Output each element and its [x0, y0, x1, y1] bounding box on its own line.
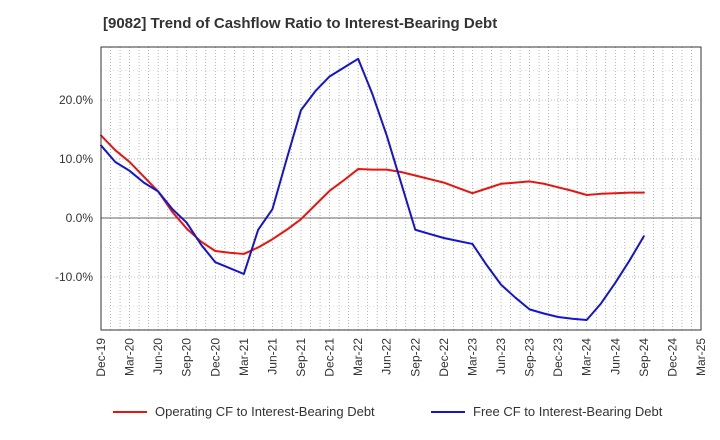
- x-tick-label: Mar-22: [351, 338, 365, 376]
- x-tick-label: Mar-24: [580, 338, 594, 376]
- y-tick-label: 10.0%: [59, 152, 93, 166]
- x-tick-label: Mar-21: [237, 338, 251, 376]
- legend-label-free-cf: Free CF to Interest-Bearing Debt: [473, 404, 663, 419]
- series-line-operating-cf: [100, 134, 645, 255]
- x-tick-label: Sep-24: [637, 338, 651, 377]
- x-tick-label: Dec-19: [94, 338, 108, 377]
- y-tick-label: -10.0%: [55, 270, 93, 284]
- x-tick-label: Jun-22: [380, 338, 394, 375]
- x-tick-label: Dec-21: [323, 338, 337, 377]
- x-tick-label: Sep-23: [523, 338, 537, 377]
- x-tick-label: Mar-25: [694, 338, 708, 376]
- series-layer: [100, 57, 645, 321]
- chart-title: [9082] Trend of Cashflow Ratio to Intere…: [103, 15, 498, 32]
- x-tick-label: Jun-21: [265, 338, 279, 375]
- x-tick-label: Sep-20: [180, 338, 194, 377]
- legend-swatch-operating-cf: [113, 410, 147, 413]
- legend-label-operating-cf: Operating CF to Interest-Bearing Debt: [155, 404, 375, 419]
- y-tick-label: 0.0%: [66, 211, 94, 225]
- x-tick-label: Jun-24: [608, 338, 622, 375]
- y-tick-label: 20.0%: [59, 93, 93, 107]
- x-tick-label: Dec-20: [208, 338, 222, 377]
- series-line-free-cf: [100, 57, 645, 321]
- x-tick-label: Dec-22: [437, 338, 451, 377]
- legend-item-operating-cf: Operating CF to Interest-Bearing Debt: [113, 404, 375, 419]
- chart-legend: Operating CF to Interest-Bearing Debt Fr…: [0, 404, 720, 426]
- x-tick-label: Sep-22: [408, 338, 422, 377]
- y-axis-ticks: 20.0% 10.0% 0.0% -10.0%: [55, 93, 93, 284]
- legend-swatch-free-cf: [431, 410, 465, 413]
- x-axis-ticks: Dec-19 Mar-20 Jun-20 Sep-20 Dec-20 Mar-21 Jun-…: [94, 338, 708, 377]
- x-tick-label: Mar-23: [465, 338, 479, 376]
- x-tick-label: Jun-23: [494, 338, 508, 375]
- x-tick-label: Dec-24: [665, 338, 679, 377]
- x-tick-label: Mar-20: [123, 338, 137, 376]
- plot-area-border: [100, 46, 702, 331]
- legend-item-free-cf: Free CF to Interest-Bearing Debt: [431, 404, 662, 419]
- grid-layer: [101, 47, 701, 330]
- x-tick-label: Sep-21: [294, 338, 308, 377]
- x-tick-label: Jun-20: [151, 338, 165, 375]
- x-tick-label: Dec-23: [551, 338, 565, 377]
